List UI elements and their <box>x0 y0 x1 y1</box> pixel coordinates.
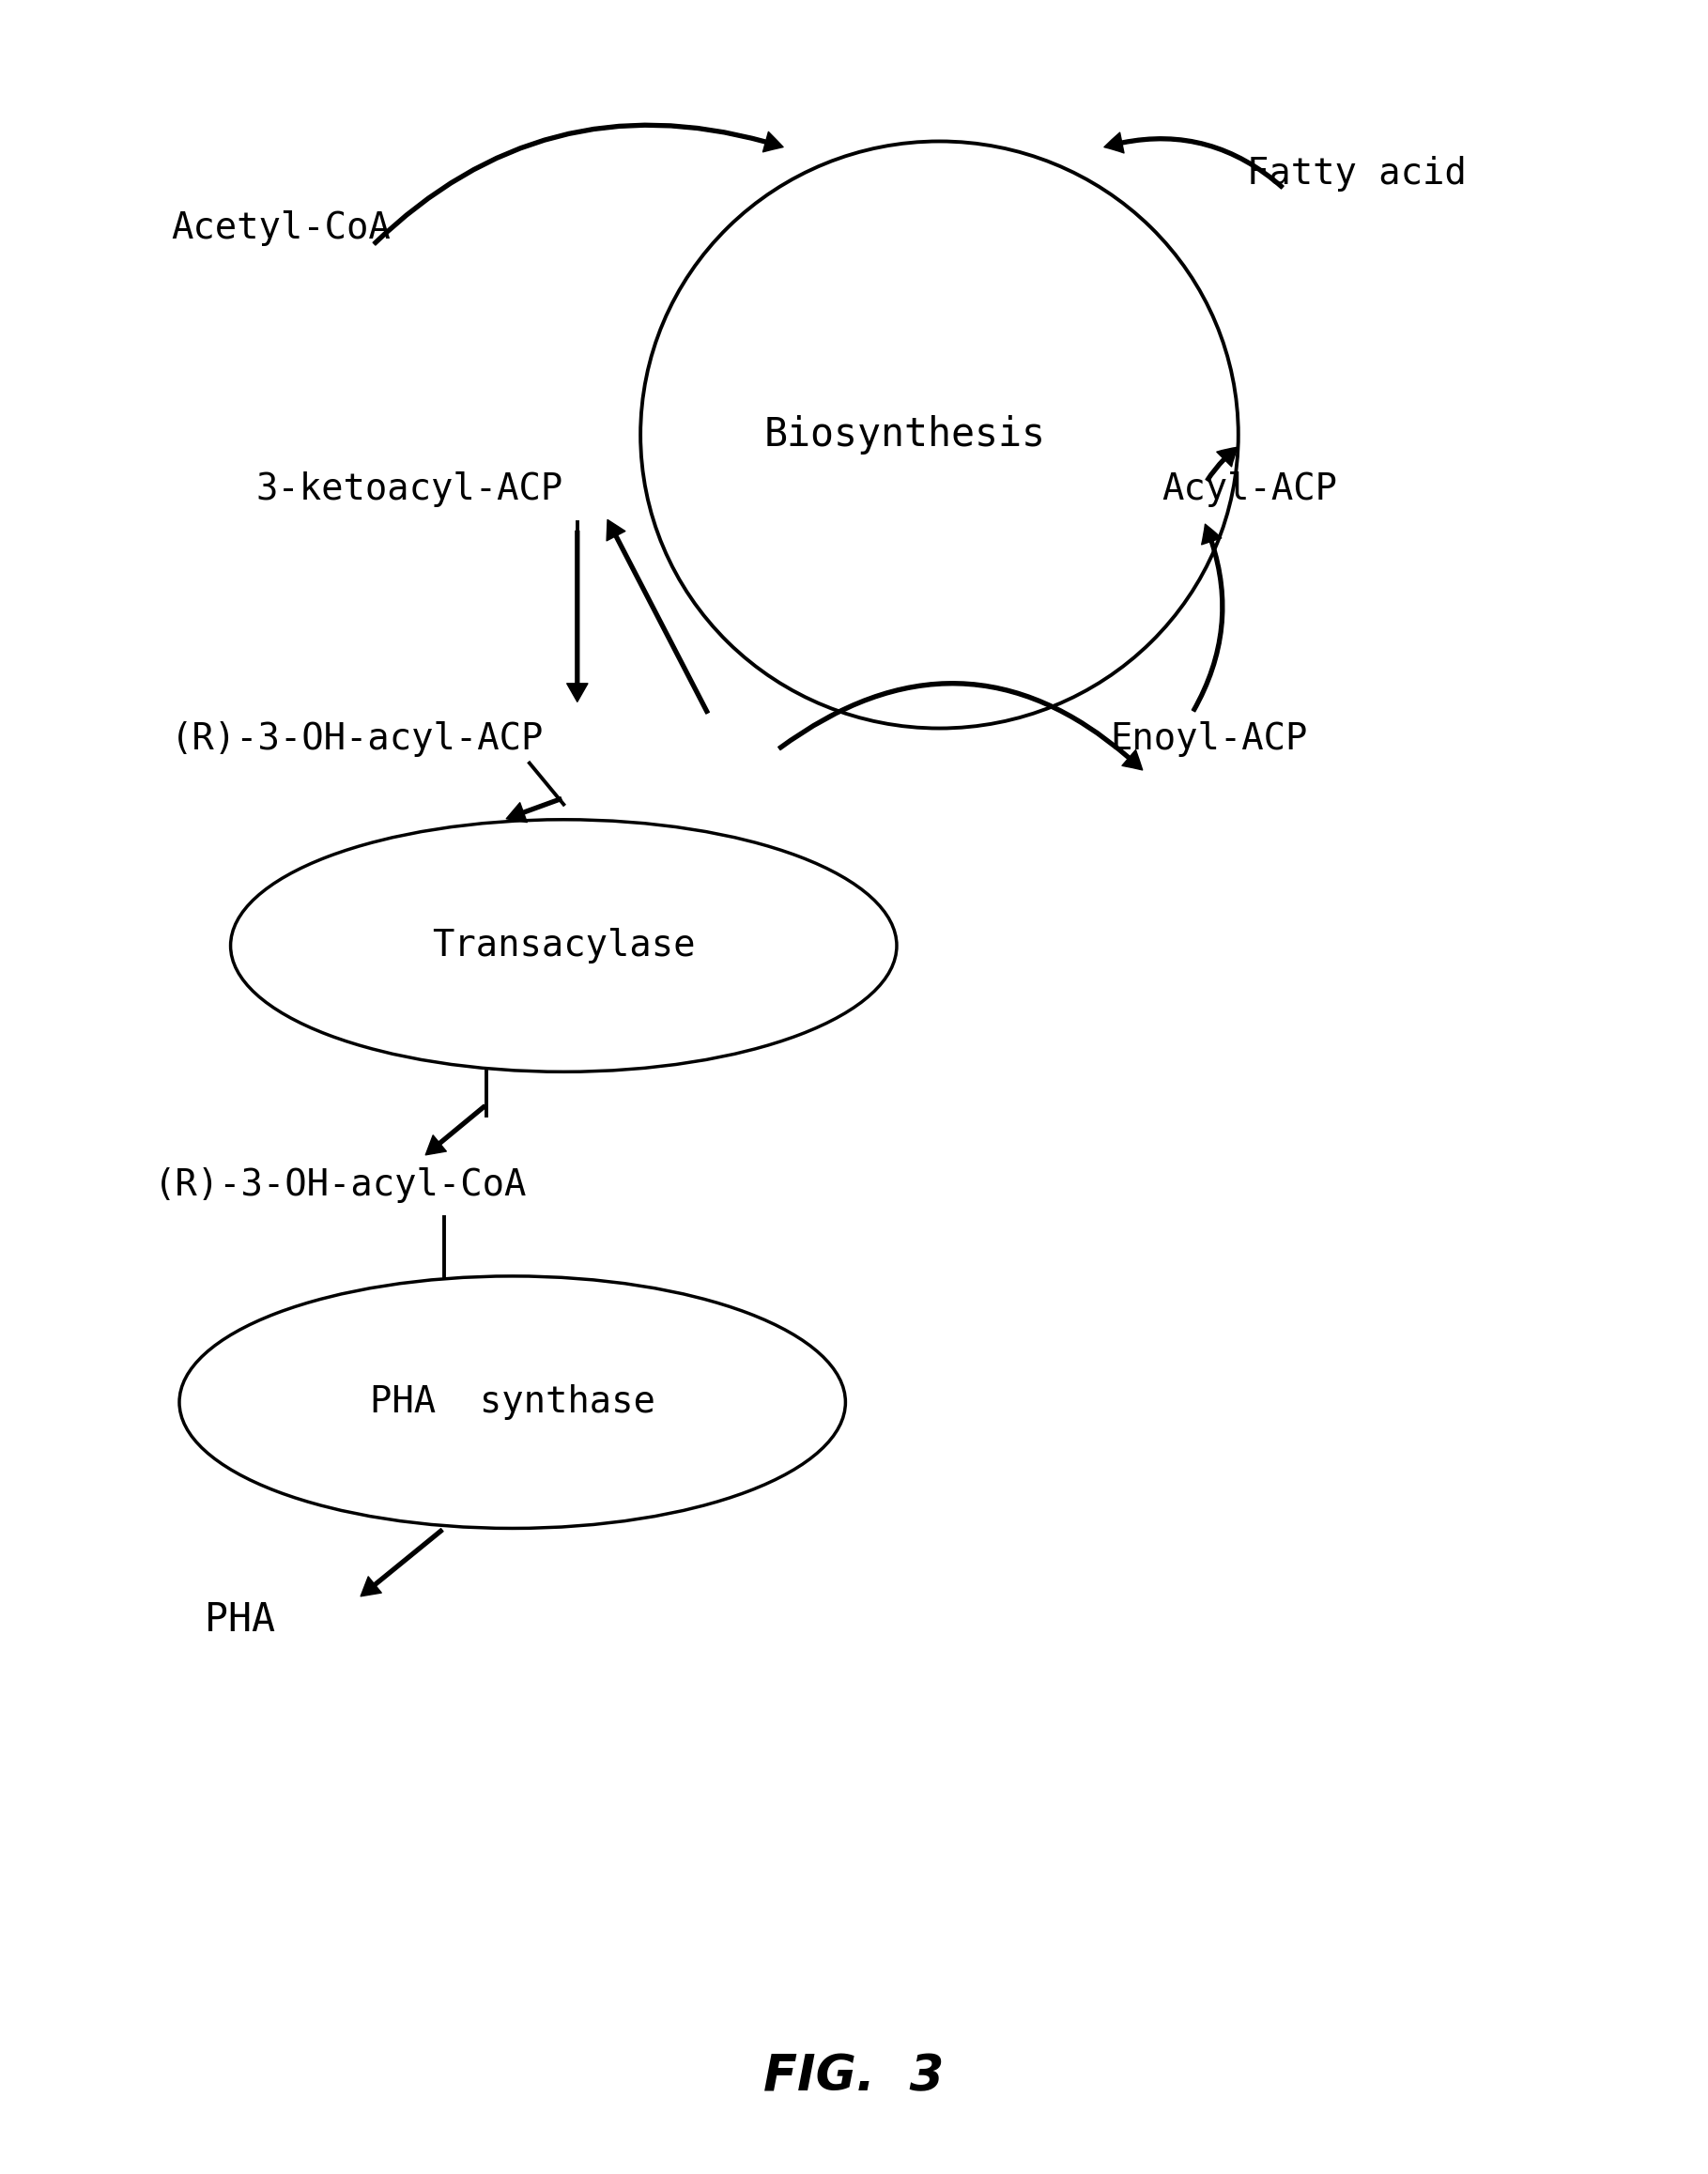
FancyArrowPatch shape <box>360 1528 442 1596</box>
FancyArrowPatch shape <box>606 520 709 713</box>
FancyArrowPatch shape <box>425 1104 487 1154</box>
Text: Enoyl-ACP: Enoyl-ACP <box>1110 722 1308 757</box>
Text: FIG.  3: FIG. 3 <box>763 2052 945 2100</box>
Text: Acetyl-CoA: Acetyl-CoA <box>171 211 391 246</box>
Text: PHA: PHA <box>205 1600 275 1639</box>
FancyArrowPatch shape <box>779 680 1143 770</box>
Ellipse shape <box>179 1276 845 1528</box>
Text: PHA  synthase: PHA synthase <box>369 1385 656 1420</box>
FancyArrowPatch shape <box>567 530 588 702</box>
Text: Biosynthesis: Biosynthesis <box>765 415 1045 454</box>
Text: Fatty acid: Fatty acid <box>1247 157 1467 191</box>
Text: 3-ketoacyl-ACP: 3-ketoacyl-ACP <box>256 472 564 507</box>
FancyArrowPatch shape <box>1206 448 1238 480</box>
Text: (R)-3-OH-acyl-CoA: (R)-3-OH-acyl-CoA <box>154 1167 526 1202</box>
FancyArrowPatch shape <box>1103 133 1284 189</box>
FancyArrowPatch shape <box>372 124 784 246</box>
Ellipse shape <box>231 820 897 1072</box>
Text: (R)-3-OH-acyl-ACP: (R)-3-OH-acyl-ACP <box>171 722 543 757</box>
Text: Acyl-ACP: Acyl-ACP <box>1161 472 1337 507</box>
Text: Transacylase: Transacylase <box>432 928 695 963</box>
FancyArrowPatch shape <box>1192 524 1225 711</box>
FancyArrowPatch shape <box>506 798 562 822</box>
